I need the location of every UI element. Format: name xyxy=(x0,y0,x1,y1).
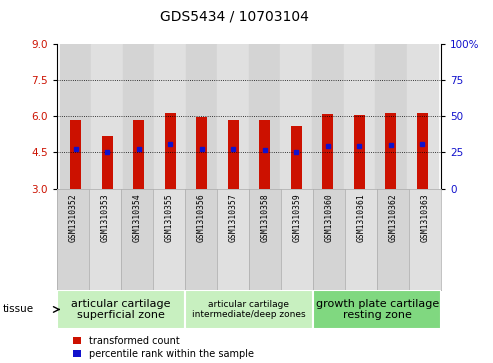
Text: GDS5434 / 10703104: GDS5434 / 10703104 xyxy=(160,9,309,24)
Text: GSM1310362: GSM1310362 xyxy=(388,193,398,241)
Bar xyxy=(217,44,249,189)
Bar xyxy=(154,44,186,189)
Bar xyxy=(91,44,123,189)
Text: articular cartilage
intermediate/deep zones: articular cartilage intermediate/deep zo… xyxy=(192,300,306,319)
Text: articular cartilage
superficial zone: articular cartilage superficial zone xyxy=(71,299,171,320)
Text: GSM1310354: GSM1310354 xyxy=(132,193,141,241)
Bar xyxy=(228,120,239,189)
Bar xyxy=(196,117,207,189)
Bar xyxy=(102,135,112,189)
Bar xyxy=(259,120,270,189)
Text: GSM1310356: GSM1310356 xyxy=(196,193,206,241)
Bar xyxy=(57,290,185,329)
Text: GSM1310363: GSM1310363 xyxy=(421,193,430,241)
Bar xyxy=(386,113,396,189)
Text: GSM1310352: GSM1310352 xyxy=(68,193,77,241)
Bar xyxy=(375,44,407,189)
Bar xyxy=(312,44,344,189)
Text: GSM1310357: GSM1310357 xyxy=(228,193,238,241)
Bar xyxy=(322,114,333,189)
Text: GSM1310358: GSM1310358 xyxy=(260,193,270,241)
Bar xyxy=(291,126,302,189)
Bar xyxy=(185,290,313,329)
Bar xyxy=(344,44,375,189)
Bar xyxy=(70,120,81,189)
Bar xyxy=(60,44,91,189)
Legend: transformed count, percentile rank within the sample: transformed count, percentile rank withi… xyxy=(69,332,257,363)
Text: GSM1310355: GSM1310355 xyxy=(164,193,174,241)
Text: growth plate cartilage
resting zone: growth plate cartilage resting zone xyxy=(316,299,439,320)
Bar xyxy=(407,44,438,189)
Bar xyxy=(313,290,441,329)
Text: GSM1310360: GSM1310360 xyxy=(324,193,334,241)
Bar xyxy=(354,115,365,189)
Text: GSM1310361: GSM1310361 xyxy=(356,193,366,241)
Bar xyxy=(133,120,144,189)
Text: tissue: tissue xyxy=(2,305,34,314)
Text: GSM1310359: GSM1310359 xyxy=(292,193,302,241)
Text: GSM1310353: GSM1310353 xyxy=(100,193,109,241)
Bar xyxy=(417,113,428,189)
Bar xyxy=(186,44,217,189)
Bar xyxy=(249,44,281,189)
Bar xyxy=(165,113,176,189)
Bar xyxy=(123,44,154,189)
Bar xyxy=(281,44,312,189)
